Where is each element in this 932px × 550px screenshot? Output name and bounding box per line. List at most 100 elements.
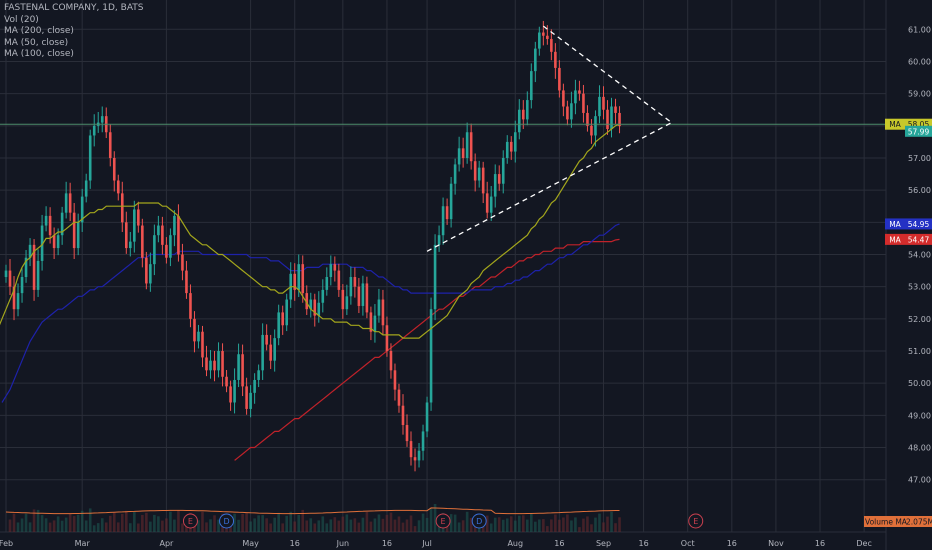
volume-bar xyxy=(497,517,501,532)
candle-body xyxy=(281,312,284,326)
y-tick-label: 52.00 xyxy=(908,315,931,324)
volume-bar xyxy=(421,513,425,532)
candle-body xyxy=(8,270,12,287)
x-tick-label: 16 xyxy=(554,539,564,548)
legend-ma100[interactable]: MA (100, close) xyxy=(4,49,74,59)
volume-bar xyxy=(249,521,252,532)
candle-body xyxy=(157,225,160,236)
volume-bar xyxy=(465,511,469,532)
volume-bar xyxy=(301,509,305,532)
candle-body xyxy=(36,260,40,290)
candle-body xyxy=(40,225,44,261)
volume-bar xyxy=(281,523,284,532)
candle-body xyxy=(297,264,301,290)
volume-bar xyxy=(521,515,525,532)
candle-body xyxy=(618,112,621,127)
volume-bar xyxy=(197,520,200,532)
candle-body xyxy=(145,257,148,284)
volume-bar xyxy=(361,517,365,532)
y-tick-label: 54.00 xyxy=(908,251,931,260)
candle-body xyxy=(189,293,192,319)
volume-bar xyxy=(233,513,236,532)
volume-bar xyxy=(116,522,120,532)
candle-body xyxy=(24,257,28,278)
candle-body xyxy=(413,457,417,461)
candle-body xyxy=(309,299,313,310)
candle-body xyxy=(64,193,68,213)
legend-ma50[interactable]: MA (50, close) xyxy=(4,37,69,48)
volume-bar xyxy=(610,511,613,532)
candle-body xyxy=(445,206,449,220)
candle-body xyxy=(341,289,345,310)
volume-bar xyxy=(68,513,72,532)
legend-ma200[interactable]: MA (200, close) xyxy=(4,26,74,36)
ma50-line xyxy=(0,123,620,339)
volume-bar xyxy=(505,518,509,532)
candle-body xyxy=(84,180,88,197)
candle-body xyxy=(241,354,244,387)
volume-bar xyxy=(517,515,521,532)
volume-bar xyxy=(578,527,581,532)
price-tag-name: MA xyxy=(889,220,901,229)
candle-body xyxy=(305,293,309,310)
candle-body xyxy=(614,106,617,113)
candle-body xyxy=(357,286,361,306)
candle-body xyxy=(32,244,36,290)
candle-body xyxy=(465,132,469,158)
candle-body xyxy=(578,90,581,94)
volume-bar xyxy=(417,520,421,532)
volume-bar xyxy=(253,518,256,532)
candle-body xyxy=(521,109,525,120)
price-tag-name-bg xyxy=(885,118,905,130)
volume-bar xyxy=(100,518,104,532)
volume-bar xyxy=(225,525,228,532)
candle-body xyxy=(165,244,168,258)
volume-bar xyxy=(92,525,96,532)
volume-bar xyxy=(526,519,529,532)
candle-body xyxy=(602,96,605,110)
candle-body xyxy=(409,441,413,458)
candle-body xyxy=(590,125,593,136)
price-tag-value-bg xyxy=(905,125,932,137)
volume-bar xyxy=(84,520,88,532)
candle-body xyxy=(177,215,180,255)
volume-bar xyxy=(554,514,557,532)
candle-body xyxy=(233,379,236,403)
candle-body xyxy=(554,51,557,68)
volume-bar xyxy=(205,522,208,532)
candle-body xyxy=(321,289,325,303)
volume-bar xyxy=(181,523,184,532)
volume-bar xyxy=(201,511,204,532)
candle-body xyxy=(574,90,577,104)
candle-body xyxy=(28,244,32,258)
volume-bar xyxy=(133,512,136,532)
volume-bar xyxy=(586,516,589,532)
volume-bar xyxy=(493,517,497,532)
candle-body xyxy=(153,235,156,265)
volume-bar xyxy=(157,516,160,532)
volume-bar xyxy=(365,511,369,532)
volume-bar xyxy=(44,518,48,532)
candle-body xyxy=(205,357,208,371)
event-label: E xyxy=(693,517,698,526)
volume-bar xyxy=(469,517,473,532)
legend-vol[interactable]: Vol (20) xyxy=(4,14,39,25)
candle-body xyxy=(237,354,240,380)
candle-body xyxy=(173,215,176,236)
volume-bar xyxy=(112,512,116,532)
candle-body xyxy=(513,132,517,152)
volume-bar xyxy=(273,517,276,532)
candle-body xyxy=(12,286,16,310)
volume-bar xyxy=(449,514,453,532)
volume-bar xyxy=(108,515,112,532)
volume-bar xyxy=(602,522,605,532)
candle-body xyxy=(489,196,493,213)
candle-body xyxy=(365,283,369,313)
candle-body xyxy=(125,222,128,249)
volume-bar xyxy=(8,519,12,532)
volume-bar xyxy=(373,518,377,532)
volume-bar xyxy=(393,519,397,532)
y-tick-label: 48.00 xyxy=(908,444,931,453)
